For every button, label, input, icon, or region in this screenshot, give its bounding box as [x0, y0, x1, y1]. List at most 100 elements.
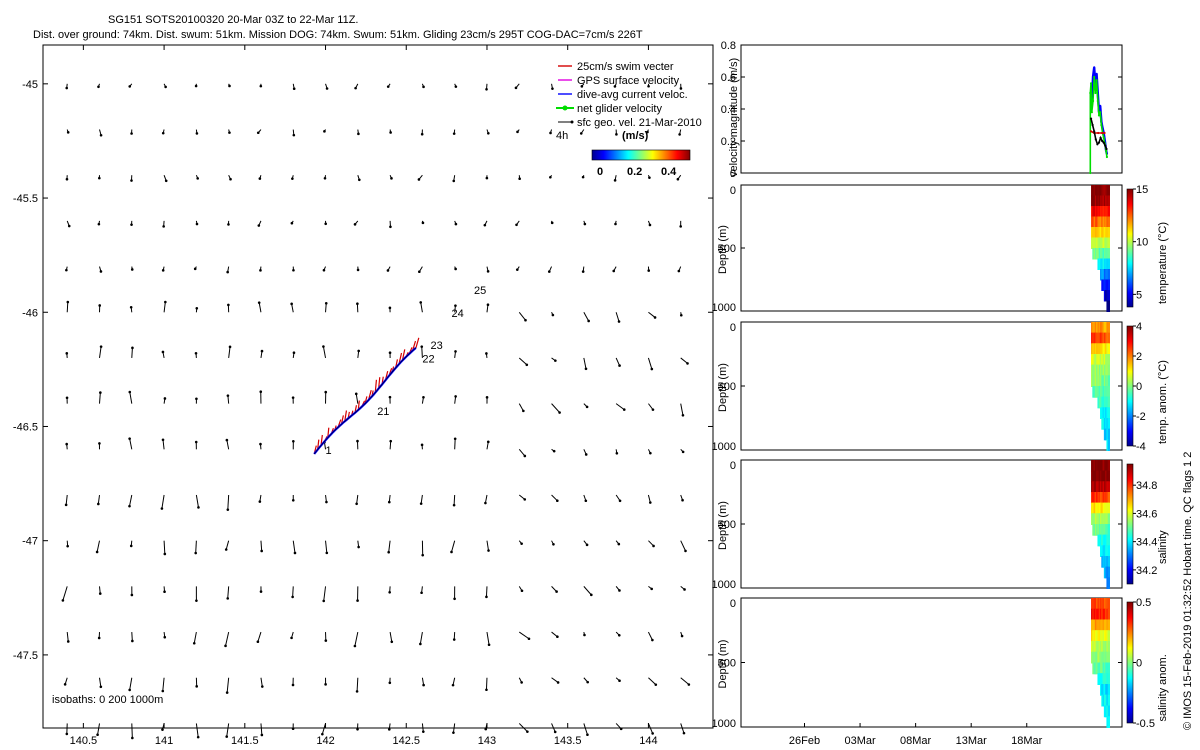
section-data-cell — [1100, 396, 1103, 409]
geo-velocity-arrow-head — [520, 542, 523, 545]
section-data-cell — [1101, 684, 1104, 696]
section-data-cell — [1107, 577, 1110, 589]
section-colorbar — [1126, 463, 1134, 585]
geo-velocity-arrow-head — [96, 733, 99, 737]
geo-velocity-arrow-head — [454, 85, 458, 88]
geo-velocity-arrow — [647, 631, 653, 641]
geo-velocity-arrow — [551, 723, 556, 733]
geo-velocity-arrow-head — [615, 451, 619, 455]
geo-velocity-arrow — [163, 301, 166, 313]
geo-velocity-arrow-head — [485, 87, 488, 91]
section-data-cell — [1107, 386, 1110, 398]
section-data-cell — [1100, 216, 1103, 228]
geo-velocity-arrow-head — [485, 688, 488, 692]
section-data-cell — [1107, 705, 1110, 718]
section-data-cell — [1105, 216, 1108, 228]
section-data-cell — [1103, 237, 1107, 249]
map-colorbar — [591, 149, 691, 161]
section-data-cell — [1093, 375, 1096, 387]
section-data-cell — [1092, 364, 1095, 377]
section-data-cell — [1106, 248, 1109, 260]
section-data-cell — [1092, 502, 1095, 515]
section-data-cell — [1102, 206, 1105, 218]
section-data-cell — [1098, 227, 1102, 239]
geo-velocity-arrow — [354, 631, 359, 647]
colorbar-label: temperature (°C) — [1157, 222, 1169, 304]
section-data-cell — [1101, 206, 1104, 218]
section-data-cell — [1093, 216, 1096, 228]
section-data-cell — [1091, 332, 1094, 345]
section-data-cell — [1107, 300, 1110, 312]
geo-velocity-arrow-head — [584, 367, 588, 371]
section-data-cell — [1094, 343, 1098, 355]
geo-velocity-arrow-head — [98, 176, 101, 180]
geo-velocity-arrow-head — [421, 553, 425, 557]
geo-velocity-arrow — [518, 448, 526, 457]
section-data-cell — [1100, 343, 1103, 355]
title-line-2: Dist. over ground: 74km. Dist. swum: 51k… — [33, 29, 643, 41]
section-data-cell — [1102, 279, 1105, 291]
section-data-cell — [1093, 248, 1096, 260]
section-data-cell — [1097, 630, 1100, 642]
section-data-cell — [1098, 608, 1102, 621]
geo-velocity-arrow-head — [195, 222, 199, 226]
colorbar-tick-label: 0.5 — [1136, 597, 1151, 609]
geo-velocity-arrow-head — [226, 394, 230, 397]
geo-velocity-arrow-head — [585, 543, 589, 547]
geo-velocity-arrow-head — [681, 450, 685, 454]
section-data-cell — [1107, 227, 1110, 239]
geo-velocity-arrow-head — [420, 345, 424, 348]
geo-velocity-arrow — [420, 302, 423, 313]
section-data-cell — [1103, 248, 1107, 260]
section-data-cell — [1103, 418, 1107, 430]
geo-velocity-arrow-head — [128, 390, 132, 394]
colorbar-label: temp. anom. (°C) — [1157, 360, 1169, 444]
geo-velocity-arrow — [129, 677, 133, 691]
geo-velocity-arrow-head — [558, 411, 561, 414]
colorbar-tick-label: 2 — [1136, 351, 1142, 363]
geo-velocity-arrow-head — [585, 405, 589, 409]
geo-velocity-arrow-head — [128, 437, 131, 440]
section-data-cell — [1106, 258, 1109, 270]
colorbar-tick-label: 34.8 — [1136, 480, 1157, 492]
section-data-cell — [1091, 375, 1094, 387]
velocity-data-point — [1089, 171, 1092, 175]
section-data-cell — [1102, 641, 1105, 653]
section-data-cell — [1092, 662, 1095, 675]
geo-velocity-arrow-head — [291, 498, 295, 502]
section-data-cell — [1105, 630, 1108, 642]
section-data-cell — [1106, 673, 1109, 685]
section-data-cell — [1105, 354, 1108, 366]
geo-velocity-arrow-head — [356, 599, 359, 602]
section-data-cell — [1091, 630, 1094, 642]
geo-velocity-arrow-head — [322, 345, 325, 348]
section-data-cell — [1092, 651, 1095, 664]
section-data-cell — [1106, 206, 1109, 218]
geo-velocity-arrow — [485, 677, 488, 690]
geo-velocity-arrow — [292, 586, 294, 597]
section-data-cell — [1093, 502, 1096, 515]
section-data-cell — [1091, 608, 1094, 621]
section-data-cell — [1107, 716, 1110, 728]
section-data-cell — [1093, 322, 1096, 334]
section-data-cell — [1103, 386, 1107, 398]
velocity-data-point — [1096, 143, 1099, 146]
geo-velocity-arrow — [66, 632, 69, 642]
geo-velocity-arrow-head — [419, 301, 423, 304]
geo-velocity-arrow-head — [259, 84, 263, 88]
geo-velocity-arrow-head — [451, 683, 455, 687]
geo-velocity-arrow — [195, 494, 199, 508]
section-data-cell — [1107, 439, 1110, 451]
geo-velocity-arrow — [583, 312, 590, 322]
section-data-cell — [1096, 248, 1099, 260]
velocity-data-point — [1102, 141, 1105, 144]
geo-velocity-arrow-head — [61, 599, 65, 602]
geo-velocity-arrow-head — [617, 320, 621, 323]
section-data-cell — [1101, 641, 1104, 653]
geo-velocity-arrow-head — [99, 391, 102, 394]
velocity-data-point — [1102, 136, 1105, 139]
section-data-cell — [1106, 694, 1109, 707]
section-data-cell — [1093, 608, 1096, 621]
section-data-cell — [1097, 206, 1100, 218]
